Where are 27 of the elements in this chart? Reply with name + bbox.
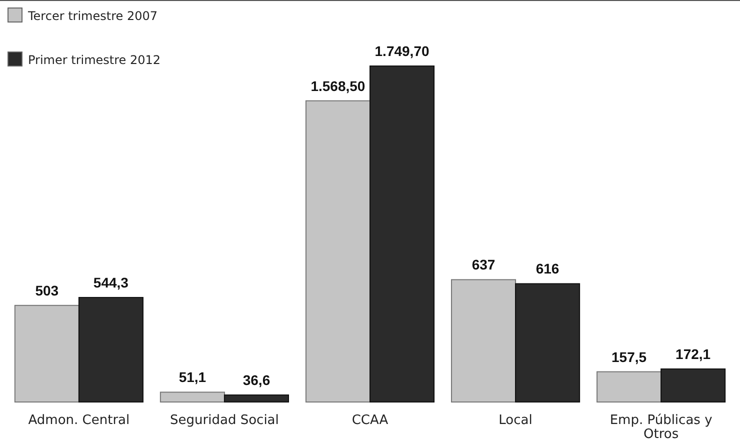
bar	[78, 296, 144, 402]
data-label: 157,5	[612, 348, 647, 365]
bar	[515, 283, 580, 402]
x-tick-label: Local	[498, 413, 532, 428]
bar	[596, 371, 662, 402]
bar	[370, 66, 435, 402]
data-label: 51,1	[178, 369, 206, 386]
x-tick-label: CCAA	[352, 413, 388, 428]
data-label: 172,1	[676, 346, 711, 362]
bar	[305, 100, 370, 402]
x-tick-label: Admon. Central	[28, 413, 130, 428]
legend-label: Primer trimestre 2012	[28, 53, 161, 67]
bar	[14, 304, 80, 402]
data-label: 503	[35, 282, 59, 298]
x-tick-label: Emp. Públicas y Otros	[610, 413, 713, 442]
bar	[450, 279, 516, 402]
bar	[224, 394, 290, 402]
bar	[660, 368, 726, 402]
legend-label: Tercer trimestre 2007	[27, 9, 158, 23]
data-label: 637	[472, 256, 496, 273]
data-label: 544,3	[93, 274, 129, 290]
data-label: 36,6	[242, 372, 270, 388]
data-label: 1.749,70	[374, 43, 430, 59]
x-tick-label: Seguridad Social	[170, 413, 279, 428]
data-label: 1.568,50	[310, 78, 366, 94]
data-label: 616	[536, 260, 560, 277]
bar	[160, 392, 225, 402]
